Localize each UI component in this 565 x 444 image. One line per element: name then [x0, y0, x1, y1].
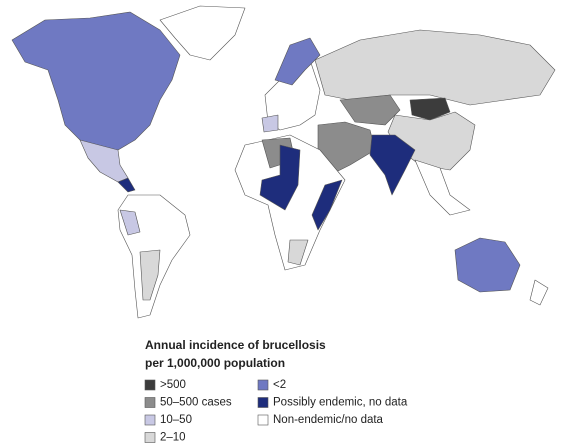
africa — [234, 134, 346, 271]
legend-label: Possibly endemic, no data — [273, 397, 408, 409]
legend-label: 2–10 — [160, 432, 186, 444]
argentina — [139, 249, 161, 301]
russia — [314, 29, 556, 106]
central-america — [117, 177, 136, 193]
legend: Annual incidence of brucellosis per 1,00… — [144, 338, 408, 444]
legend-title: Annual incidence of brucellosis — [145, 338, 326, 352]
legend-label: >500 — [160, 379, 186, 391]
india — [369, 134, 416, 196]
central-asia — [339, 94, 401, 126]
new-zealand — [529, 279, 549, 306]
north-america — [11, 11, 181, 151]
legend-label: <2 — [273, 379, 286, 391]
iberia — [261, 114, 279, 133]
legend-swatch — [144, 414, 156, 426]
legend-swatch — [257, 379, 269, 391]
legend-label: 50–500 cases — [160, 397, 232, 409]
legend-swatch — [257, 414, 269, 426]
scandinavia — [274, 37, 321, 86]
peru — [119, 209, 141, 236]
world-map — [11, 5, 556, 319]
legend-swatch — [144, 379, 156, 391]
southeast-asia — [414, 159, 471, 216]
legend-swatch — [144, 432, 156, 443]
legend-swatch — [257, 397, 269, 408]
legend-label: 10–50 — [160, 414, 192, 426]
sahel — [259, 144, 301, 211]
east-africa — [311, 179, 343, 231]
southern-africa — [287, 239, 309, 266]
legend-swatch — [144, 397, 156, 408]
australia — [454, 237, 521, 293]
mongolia — [409, 97, 451, 121]
legend-title: per 1,000,000 population — [145, 356, 285, 370]
greenland — [159, 5, 246, 61]
legend-label: Non-endemic/no data — [273, 414, 384, 426]
